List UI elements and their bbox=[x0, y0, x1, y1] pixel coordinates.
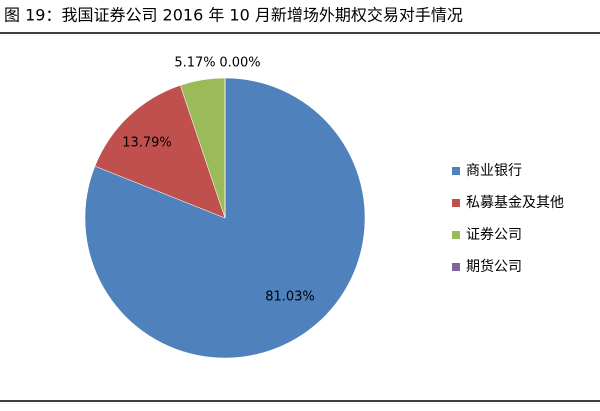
data-label: 81.03% bbox=[265, 290, 315, 305]
legend-swatch bbox=[452, 167, 460, 175]
legend-swatch bbox=[452, 199, 460, 207]
chart-title: 图 19：我国证券公司 2016 年 10 月新增场外期权交易对手情况 bbox=[4, 6, 463, 25]
data-label: 13.79% bbox=[122, 136, 172, 151]
data-label: 0.00% bbox=[219, 56, 260, 71]
data-label: 5.17% bbox=[174, 56, 215, 71]
pie-slice bbox=[94, 85, 226, 219]
legend-swatch bbox=[452, 263, 460, 271]
legend-label: 期货公司 bbox=[466, 258, 522, 275]
legend-label: 私募基金及其他 bbox=[466, 194, 564, 211]
legend-label: 商业银行 bbox=[466, 163, 522, 179]
legend-swatch bbox=[452, 231, 460, 239]
legend-label: 证券公司 bbox=[466, 227, 522, 243]
